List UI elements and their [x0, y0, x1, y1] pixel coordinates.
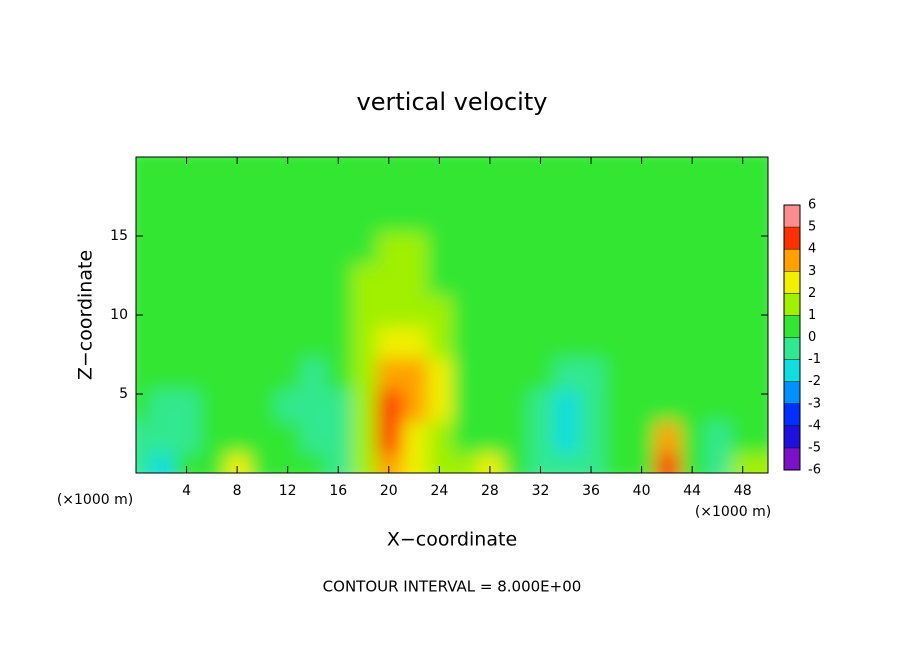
x-tick-label: 24: [430, 483, 448, 499]
x-tick-label: 4: [182, 483, 191, 499]
colorbar-tick-label: -3: [808, 396, 821, 411]
colorbar-tick-label: 2: [808, 286, 816, 301]
colorbar-tick-label: -5: [808, 440, 821, 455]
colorbar-segment: [784, 381, 800, 404]
colorbar-tick-label: 4: [808, 242, 816, 257]
colorbar-segment: [784, 359, 800, 382]
colorbar-segment: [784, 425, 800, 448]
colorbar-tick-label: 1: [808, 308, 816, 323]
colorbar-segment: [784, 205, 800, 228]
x-axis-label: X−coordinate: [387, 529, 517, 551]
colorbar-tick-label: -2: [808, 374, 821, 389]
x-tick-label: 32: [532, 483, 550, 499]
colorbar-segment: [784, 271, 800, 294]
colorbar-segment: [784, 227, 800, 250]
y-tick-label: 10: [110, 307, 128, 323]
colorbar-segment: [784, 315, 800, 338]
y-axis-label: Z−coordinate: [75, 250, 97, 380]
x-unit-label: (×1000 m): [57, 492, 133, 508]
x-tick-label: 40: [633, 483, 651, 499]
colorbar-tick-label: -4: [808, 418, 821, 433]
footer: CONTOUR INTERVAL = 8.000E+00: [323, 578, 582, 596]
x-tick-label: 12: [279, 483, 297, 499]
colorbar-segment: [784, 403, 800, 426]
field-cell: [730, 157, 768, 201]
colorbar-tick-label: 3: [808, 264, 816, 279]
colorbar-tick-label: 6: [808, 198, 816, 213]
y-tick-label: 15: [110, 228, 128, 244]
colorbar-tick-label: 0: [808, 330, 816, 345]
colorbar-segment: [784, 249, 800, 272]
x-tick-label: 8: [233, 483, 242, 499]
x-tick-label: 28: [481, 483, 499, 499]
colorbar-segment: [784, 337, 800, 360]
x-tick-label: 20: [380, 483, 398, 499]
x-tick-label: 36: [582, 483, 600, 499]
y-tick-label: 5: [119, 386, 128, 402]
colorbar-segment: [784, 447, 800, 470]
field-cells: [136, 157, 768, 473]
colorbar-tick-label: -6: [808, 463, 821, 478]
field: [136, 157, 768, 473]
x-tick-label: 16: [329, 483, 347, 499]
x-tick-label: 44: [683, 483, 701, 499]
x-tick-label: 48: [734, 483, 752, 499]
x-unit-label: (×1000 m): [695, 504, 771, 520]
colorbar-tick-label: -1: [808, 352, 821, 367]
colorbar-segment: [784, 293, 800, 316]
chart-title: vertical velocity: [357, 88, 548, 116]
colorbar-tick-label: 5: [808, 220, 816, 235]
